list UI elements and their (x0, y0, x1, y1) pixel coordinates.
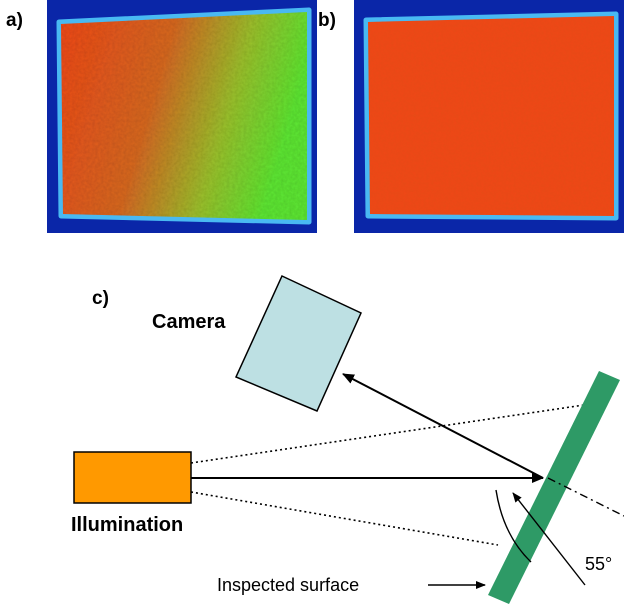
angle-arc (495, 489, 532, 563)
panel-a-edge-glow (56, 7, 312, 225)
panel-b-edge-glow (363, 11, 619, 221)
panel-a-field (61, 12, 307, 220)
illumination-box (73, 451, 192, 504)
panel-b-label: b) (318, 10, 336, 31)
illumination-cone-lower (190, 491, 499, 546)
angle-label: 55° (585, 554, 613, 574)
camera-box (234, 274, 362, 412)
reflected-beam-arrow (342, 373, 544, 479)
surface-normal-line (547, 477, 624, 517)
panel-b-field (368, 16, 614, 216)
image-panel-a (47, 0, 317, 233)
panel-c-label: c) (92, 288, 109, 309)
panel-a-label: a) (6, 10, 23, 31)
illumination-label: Illumination (71, 514, 184, 536)
angle-indicator-arrow (512, 492, 586, 586)
inspected-surface-bar (488, 371, 620, 604)
inspected-surface-label: Inspected surface (217, 575, 360, 595)
image-panel-b (354, 0, 624, 233)
illumination-cone-upper (190, 404, 585, 464)
camera-label: Camera (152, 311, 226, 333)
